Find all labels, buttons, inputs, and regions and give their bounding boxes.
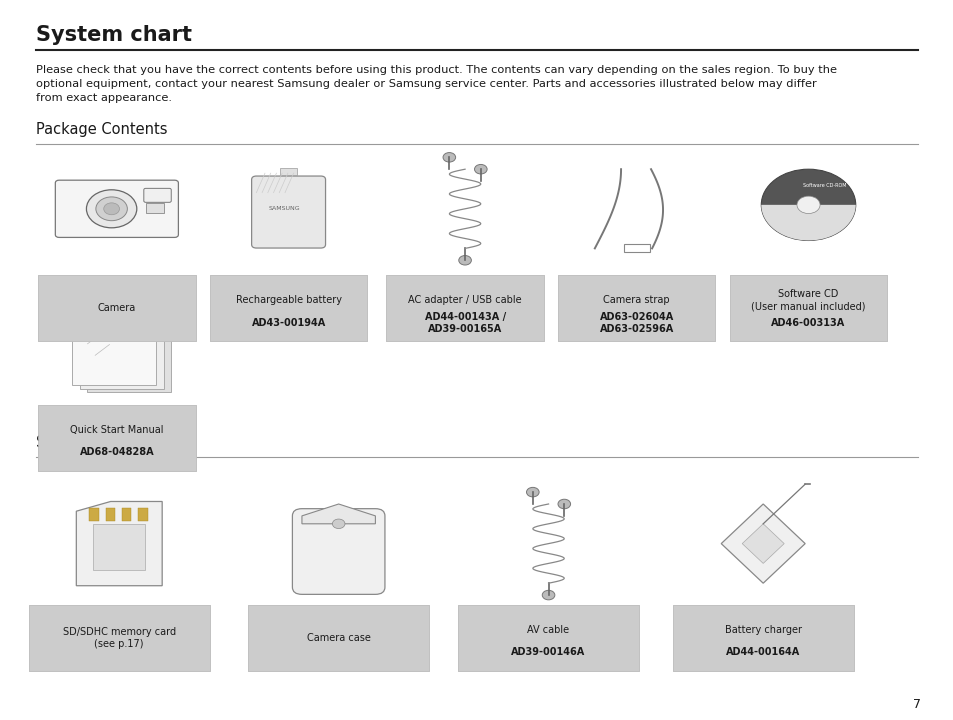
- FancyBboxPatch shape: [72, 310, 156, 385]
- Text: AD43-00194A: AD43-00194A: [252, 318, 325, 328]
- FancyBboxPatch shape: [29, 605, 210, 671]
- FancyBboxPatch shape: [122, 508, 132, 521]
- FancyBboxPatch shape: [292, 508, 384, 595]
- Text: Software CD
(User manual included): Software CD (User manual included): [750, 289, 865, 312]
- FancyBboxPatch shape: [280, 168, 296, 175]
- FancyBboxPatch shape: [38, 275, 195, 341]
- Text: Camera: Camera: [97, 303, 136, 313]
- Text: SAMSUNG: SAMSUNG: [268, 207, 300, 211]
- FancyBboxPatch shape: [29, 605, 210, 671]
- Text: Battery charger: Battery charger: [724, 623, 801, 633]
- FancyBboxPatch shape: [248, 605, 429, 671]
- Polygon shape: [741, 524, 783, 563]
- Text: AD68-04828A: AD68-04828A: [79, 447, 154, 457]
- FancyBboxPatch shape: [248, 605, 429, 671]
- Circle shape: [760, 169, 855, 240]
- FancyBboxPatch shape: [457, 605, 639, 671]
- Circle shape: [558, 499, 570, 509]
- Text: Software CD-ROM: Software CD-ROM: [801, 183, 845, 187]
- Circle shape: [526, 487, 538, 497]
- Circle shape: [87, 190, 136, 228]
- Polygon shape: [76, 501, 162, 586]
- Text: AC adapter / USB cable: AC adapter / USB cable: [408, 295, 521, 305]
- FancyBboxPatch shape: [38, 405, 195, 471]
- Text: Sold Separately: Sold Separately: [36, 435, 152, 450]
- Polygon shape: [301, 504, 375, 524]
- FancyBboxPatch shape: [558, 275, 715, 341]
- FancyBboxPatch shape: [210, 275, 367, 341]
- Circle shape: [474, 164, 487, 174]
- Text: AD39-00146A: AD39-00146A: [511, 645, 585, 655]
- Polygon shape: [760, 204, 855, 240]
- FancyBboxPatch shape: [672, 605, 853, 671]
- Text: AV cable: AV cable: [527, 625, 569, 635]
- Text: Camera: Camera: [97, 303, 136, 313]
- FancyBboxPatch shape: [106, 508, 114, 521]
- Text: Camera case: Camera case: [307, 633, 370, 643]
- Text: System chart: System chart: [36, 24, 193, 45]
- Text: Camera strap: Camera strap: [603, 295, 669, 305]
- Text: 7: 7: [912, 698, 920, 711]
- Text: Package Contents: Package Contents: [36, 122, 168, 137]
- Circle shape: [541, 590, 555, 600]
- FancyBboxPatch shape: [252, 176, 325, 248]
- Text: SD/SDHC memory card
(see p.17): SD/SDHC memory card (see p.17): [63, 626, 175, 649]
- Text: Camera case: Camera case: [307, 633, 370, 643]
- Text: AC adapter / USB cable: AC adapter / USB cable: [408, 293, 521, 303]
- FancyBboxPatch shape: [558, 275, 715, 341]
- Text: AD63-02604A
AD63-02596A: AD63-02604A AD63-02596A: [599, 312, 673, 334]
- Text: SD/SDHC memory card
(see p.17): SD/SDHC memory card (see p.17): [63, 626, 175, 649]
- FancyBboxPatch shape: [210, 275, 367, 341]
- FancyBboxPatch shape: [80, 314, 164, 389]
- Text: AV cable: AV cable: [527, 623, 569, 633]
- Circle shape: [458, 256, 471, 265]
- Text: AD46-00313A: AD46-00313A: [771, 315, 844, 325]
- Text: Rechargeable battery: Rechargeable battery: [235, 293, 341, 303]
- FancyBboxPatch shape: [38, 275, 195, 341]
- Text: AD68-04828A: AD68-04828A: [79, 445, 154, 455]
- Text: AD39-00146A: AD39-00146A: [511, 647, 585, 657]
- Text: Camera strap: Camera strap: [603, 293, 669, 303]
- FancyBboxPatch shape: [38, 405, 195, 471]
- Polygon shape: [720, 504, 804, 583]
- FancyBboxPatch shape: [87, 317, 171, 392]
- FancyBboxPatch shape: [144, 189, 171, 202]
- FancyBboxPatch shape: [89, 508, 98, 521]
- Text: Quick Start Manual: Quick Start Manual: [70, 425, 164, 435]
- FancyBboxPatch shape: [55, 180, 178, 238]
- FancyBboxPatch shape: [138, 508, 148, 521]
- Text: AD44-00143A /
AD39-00165A: AD44-00143A / AD39-00165A: [424, 309, 505, 331]
- Text: Software CD
(User manual included): Software CD (User manual included): [750, 287, 865, 310]
- Circle shape: [104, 203, 119, 215]
- FancyBboxPatch shape: [386, 275, 543, 341]
- FancyBboxPatch shape: [672, 605, 853, 671]
- Text: Please check that you have the correct contents before using this product. The c: Please check that you have the correct c…: [36, 65, 837, 103]
- Circle shape: [796, 196, 820, 214]
- Text: Quick Start Manual: Quick Start Manual: [70, 423, 164, 433]
- FancyBboxPatch shape: [146, 203, 164, 213]
- Circle shape: [332, 519, 345, 528]
- Text: AD46-00313A: AD46-00313A: [771, 318, 844, 328]
- Text: AD44-00164A: AD44-00164A: [725, 645, 800, 655]
- FancyBboxPatch shape: [457, 605, 639, 671]
- FancyBboxPatch shape: [729, 275, 886, 341]
- Text: Rechargeable battery: Rechargeable battery: [235, 295, 341, 305]
- Text: AD63-02604A
AD63-02596A: AD63-02604A AD63-02596A: [599, 309, 673, 331]
- Circle shape: [95, 197, 127, 220]
- Text: AD44-00143A /
AD39-00165A: AD44-00143A / AD39-00165A: [424, 312, 505, 334]
- Text: AD44-00164A: AD44-00164A: [725, 647, 800, 657]
- FancyBboxPatch shape: [93, 524, 145, 570]
- FancyBboxPatch shape: [386, 275, 543, 341]
- Text: Battery charger: Battery charger: [724, 625, 801, 635]
- FancyBboxPatch shape: [729, 275, 886, 341]
- Circle shape: [442, 153, 456, 162]
- Text: AD43-00194A: AD43-00194A: [252, 315, 325, 325]
